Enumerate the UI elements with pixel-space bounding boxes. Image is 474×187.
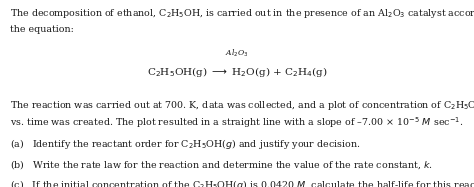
Text: (c)   If the initial concentration of the C$_2$H$_5$OH($g$) is 0.0420 $M$, calcu: (c) If the initial concentration of the …: [10, 178, 474, 187]
Text: Al$_2$O$_3$: Al$_2$O$_3$: [225, 47, 249, 59]
Text: vs. time was created. The plot resulted in a straight line with a slope of –7.00: vs. time was created. The plot resulted …: [10, 115, 464, 130]
Text: (b)   Write the rate law for the reaction and determine the value of the rate co: (b) Write the rate law for the reaction …: [10, 158, 434, 171]
Text: The reaction was carried out at 700. K, data was collected, and a plot of concen: The reaction was carried out at 700. K, …: [10, 98, 474, 112]
Text: the equation:: the equation:: [10, 25, 74, 34]
Text: The decomposition of ethanol, C$_2$H$_5$OH, is carried out in the presence of an: The decomposition of ethanol, C$_2$H$_5$…: [10, 7, 474, 21]
Text: C$_2$H$_5$OH(g) $\longrightarrow$ H$_2$O(g) + C$_2$H$_4$(g): C$_2$H$_5$OH(g) $\longrightarrow$ H$_2$O…: [147, 65, 327, 79]
Text: (a)   Identify the reactant order for C$_2$H$_5$OH($g$) and justify your decisio: (a) Identify the reactant order for C$_2…: [10, 137, 361, 151]
